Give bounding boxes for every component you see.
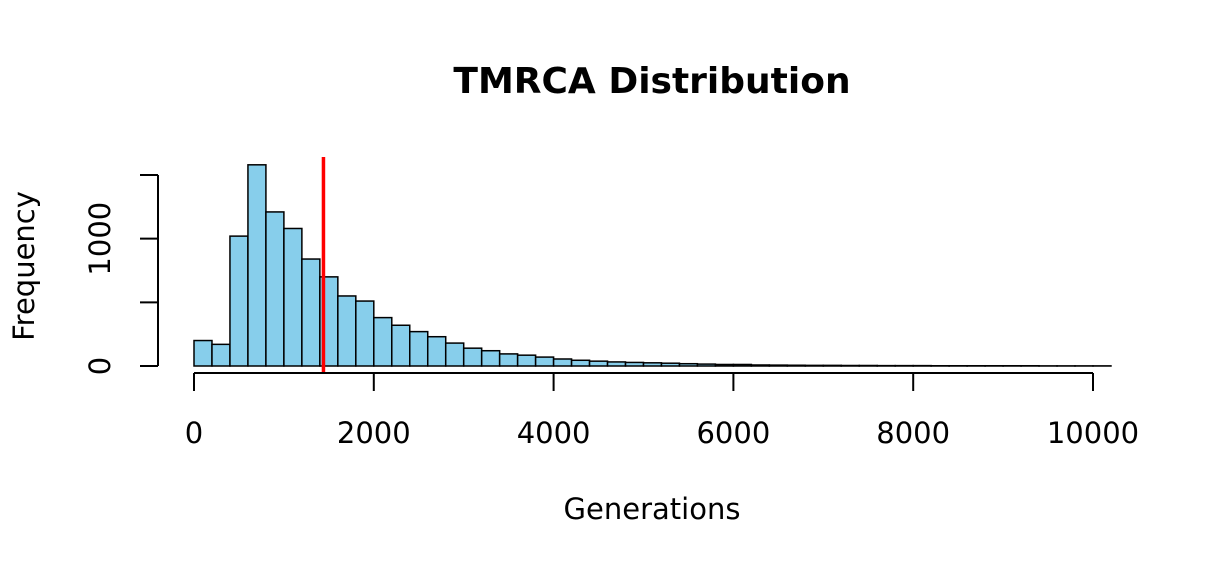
histogram-bar xyxy=(426,335,447,367)
histogram-bar xyxy=(247,164,267,367)
histogram-bar xyxy=(858,364,878,367)
histogram-bar xyxy=(516,354,537,367)
histogram-bar xyxy=(229,235,249,367)
histogram-bar xyxy=(714,363,735,367)
histogram-bar xyxy=(534,356,555,367)
histogram-bar xyxy=(373,316,393,367)
bars-group xyxy=(193,164,1112,367)
histogram-bar xyxy=(462,347,483,367)
histogram-bar xyxy=(642,362,663,367)
histogram-bar xyxy=(606,361,627,367)
histogram-bar xyxy=(498,353,519,367)
histogram-bar xyxy=(265,211,285,367)
histogram-bar xyxy=(193,339,213,367)
x-tick-label: 4000 xyxy=(517,416,591,450)
histogram-bar xyxy=(750,364,771,367)
histogram-bar xyxy=(660,362,681,367)
chart-title: TMRCA Distribution xyxy=(453,61,850,102)
y-axis-label: Frequency xyxy=(7,191,41,341)
x-axis: 0 2000 4000 6000 8000 10000 xyxy=(185,372,1139,450)
x-tick-label: 8000 xyxy=(876,416,950,450)
histogram-bar xyxy=(624,361,645,367)
histogram-bar xyxy=(391,324,411,367)
x-axis-label: Generations xyxy=(564,492,741,526)
histogram-bar xyxy=(337,295,357,367)
histogram-bar xyxy=(840,364,861,367)
y-tick-label: 1000 xyxy=(83,202,117,276)
histogram-bar xyxy=(822,364,843,367)
histogram-bar xyxy=(732,363,753,367)
y-axis: 0 1000 xyxy=(83,174,159,375)
histogram-bar xyxy=(283,227,303,367)
histogram-bar xyxy=(552,358,573,367)
histogram-bar xyxy=(588,360,609,367)
x-tick-label: 6000 xyxy=(696,416,770,450)
histogram-bar xyxy=(786,364,807,367)
histogram-bar xyxy=(678,362,699,367)
x-tick-label: 0 xyxy=(185,416,203,450)
x-tick-label: 2000 xyxy=(337,416,411,450)
histogram-bar xyxy=(409,330,429,367)
histogram-bar xyxy=(768,364,789,367)
histogram-bar xyxy=(355,300,375,367)
histogram-bar xyxy=(444,342,465,367)
histogram-bar xyxy=(570,359,591,367)
histogram-bar xyxy=(301,258,321,367)
histogram-bar xyxy=(804,364,825,367)
histogram-bar xyxy=(480,349,501,367)
x-tick-label: 10000 xyxy=(1047,416,1139,450)
y-tick-label: 0 xyxy=(83,357,117,375)
histogram-bar xyxy=(211,343,231,367)
histogram-bar xyxy=(696,363,717,367)
